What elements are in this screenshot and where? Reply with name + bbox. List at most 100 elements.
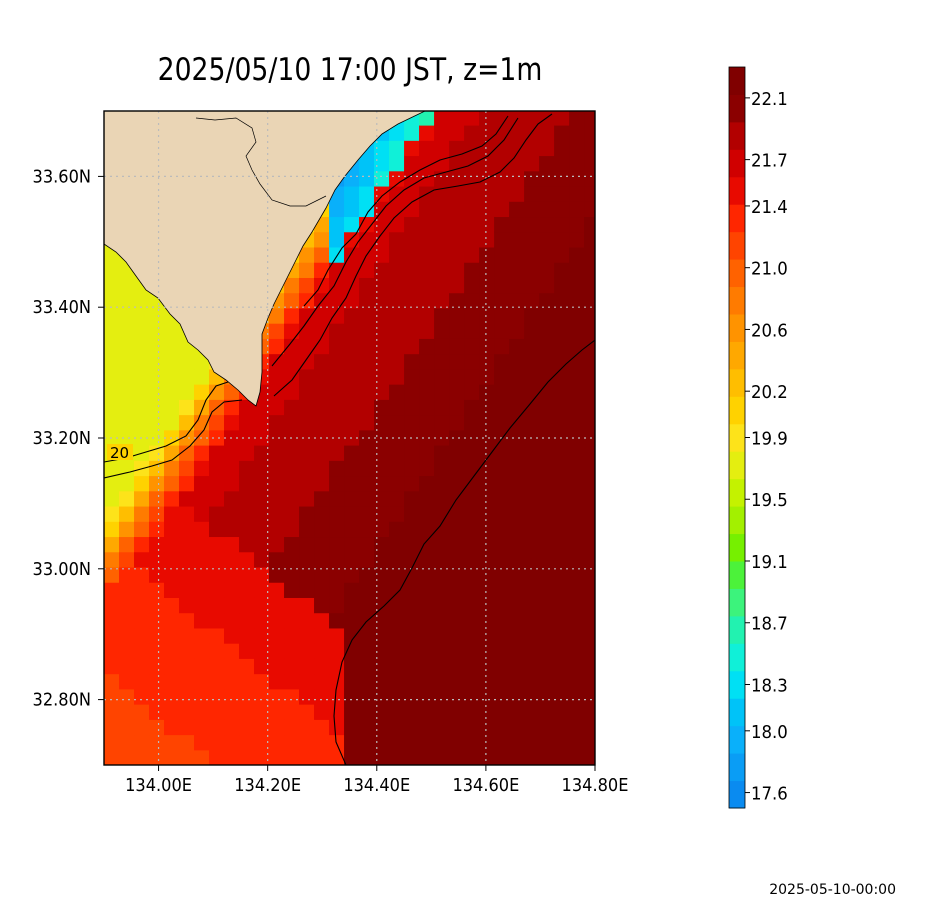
heatmap-cell — [494, 414, 510, 431]
heatmap-cell — [134, 673, 150, 690]
heatmap-cell — [419, 597, 435, 614]
heatmap-cell — [554, 399, 570, 416]
heatmap-cell — [464, 627, 480, 644]
heatmap-cell — [104, 307, 120, 324]
heatmap-cell — [194, 734, 210, 751]
heatmap-cell — [299, 262, 315, 278]
heatmap-cell — [344, 323, 360, 339]
heatmap-cell — [494, 111, 510, 126]
heatmap-cell — [509, 734, 525, 751]
heatmap-cell — [569, 688, 585, 705]
heatmap-cell — [374, 749, 390, 765]
heatmap-cell — [329, 475, 345, 492]
heatmap-cell — [569, 368, 585, 385]
heatmap-cell — [149, 475, 165, 492]
heatmap-cell — [524, 566, 540, 583]
heatmap-cell — [329, 490, 345, 507]
heatmap-cell — [524, 185, 540, 202]
heatmap-cell — [164, 627, 180, 644]
heatmap-cell — [404, 582, 420, 598]
heatmap-cell — [539, 505, 555, 522]
heatmap-cell — [479, 445, 495, 461]
heatmap-cell — [239, 460, 255, 477]
heatmap-cell — [494, 384, 510, 400]
heatmap-cell — [419, 292, 435, 309]
heatmap-cell — [254, 749, 270, 765]
heatmap-cell — [449, 185, 465, 202]
heatmap-cell — [419, 414, 435, 431]
heatmap-cell — [434, 734, 450, 751]
heatmap-cell — [419, 673, 435, 690]
heatmap-cell — [344, 262, 360, 278]
heatmap-cell — [389, 429, 405, 446]
heatmap-cell — [299, 490, 315, 507]
heatmap-cell — [569, 353, 585, 370]
heatmap-cell — [494, 658, 510, 675]
heatmap-cell — [224, 460, 240, 477]
heatmap-cell — [104, 475, 120, 492]
heatmap-cell — [344, 338, 360, 355]
heatmap-cell — [314, 445, 330, 461]
heatmap-cell — [509, 111, 525, 126]
heatmap-cell — [299, 460, 315, 477]
heatmap-cell — [224, 490, 240, 507]
heatmap-cell — [134, 734, 150, 751]
heatmap-cell — [404, 307, 420, 324]
heatmap-cell — [149, 673, 165, 690]
heatmap-cell — [554, 201, 570, 218]
heatmap-cell — [434, 643, 450, 659]
heatmap-cell — [419, 719, 435, 736]
heatmap-cell — [569, 704, 585, 720]
heatmap-cell — [329, 582, 345, 598]
heatmap-cell — [479, 627, 495, 644]
heatmap-cell — [584, 505, 595, 522]
heatmap-cell — [494, 582, 510, 598]
heatmap-cell — [494, 536, 510, 553]
heatmap-cell — [509, 262, 525, 278]
heatmap-cell — [584, 262, 595, 278]
heatmap-cell — [419, 490, 435, 507]
heatmap-cell — [149, 353, 165, 370]
heatmap-cell — [434, 566, 450, 583]
heatmap-cell — [344, 185, 360, 202]
heatmap-cell — [299, 597, 315, 614]
heatmap-cell — [434, 627, 450, 644]
heatmap-cell — [449, 445, 465, 461]
heatmap-cell — [254, 536, 270, 553]
heatmap-cell — [404, 292, 420, 309]
heatmap-cell — [344, 490, 360, 507]
heatmap-cell — [404, 643, 420, 659]
heatmap-cell — [194, 627, 210, 644]
heatmap-cell — [584, 582, 595, 598]
heatmap-cell — [404, 140, 420, 157]
heatmap-cell — [374, 384, 390, 400]
heatmap-cell — [104, 399, 120, 416]
heatmap-cell — [119, 368, 135, 385]
heatmap-cell — [584, 734, 595, 751]
heatmap-cell — [389, 338, 405, 355]
heatmap-cell — [389, 688, 405, 705]
heatmap-cell — [119, 277, 135, 294]
heatmap-cell — [479, 688, 495, 705]
heatmap-cell — [149, 323, 165, 339]
heatmap-cell — [479, 111, 495, 126]
heatmap-cell — [494, 216, 510, 233]
heatmap-cell — [584, 490, 595, 507]
heatmap-cell — [524, 505, 540, 522]
heatmap-cell — [224, 399, 240, 416]
heatmap-cell — [314, 231, 330, 248]
heatmap-cell — [119, 673, 135, 690]
heatmap-cell — [524, 719, 540, 736]
heatmap-cell — [284, 384, 300, 400]
heatmap-cell — [134, 597, 150, 614]
heatmap-cell — [269, 414, 285, 431]
heatmap-cell — [449, 384, 465, 400]
heatmap-cell — [254, 704, 270, 720]
heatmap-cell — [524, 612, 540, 629]
heatmap-cell — [509, 216, 525, 233]
heatmap-cell — [284, 734, 300, 751]
heatmap-cell — [359, 277, 375, 294]
heatmap-cell — [269, 673, 285, 690]
heatmap-cell — [374, 505, 390, 522]
